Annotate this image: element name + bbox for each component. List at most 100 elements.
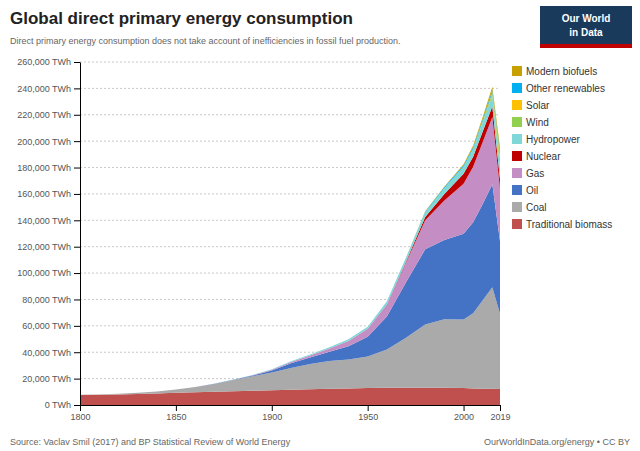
y-tick-mark: [74, 88, 80, 89]
legend-item: Modern biofuels: [512, 66, 597, 77]
grid-line: [80, 141, 500, 142]
source: Source: Vaclav Smil (2017) and BP Statis…: [10, 437, 291, 447]
legend-swatch: [512, 219, 522, 229]
area: [80, 92, 500, 395]
legend-swatch: [512, 202, 522, 212]
subtitle: Direct primary energy consumption does n…: [10, 36, 401, 46]
legend-swatch: [512, 151, 522, 161]
x-tick-label: 1950: [358, 412, 378, 422]
logo-text: in Data: [569, 27, 603, 38]
legend-label: Gas: [526, 168, 544, 179]
y-tick-mark: [74, 299, 80, 300]
y-tick-label: 260,000 TWh: [17, 57, 71, 67]
legend-item: Wind: [512, 117, 549, 128]
grid-line: [80, 167, 500, 168]
y-tick: 100,000 TWh: [17, 268, 80, 278]
x-tick: 1800: [70, 405, 90, 422]
y-tick: 180,000 TWh: [17, 163, 80, 173]
x-axis-line: [81, 405, 501, 406]
area: [80, 388, 500, 405]
x-tick-label: 1800: [70, 412, 90, 422]
y-tick-label: 40,000 TWh: [22, 348, 71, 358]
x-tick: 1850: [166, 405, 186, 422]
legend-label: Traditional biomass: [526, 219, 612, 230]
legend-item: Hydropower: [512, 134, 581, 145]
y-tick-label: 60,000 TWh: [22, 321, 71, 331]
legend-label: Oil: [526, 185, 538, 196]
legend-item: Nuclear: [512, 151, 561, 162]
y-tick-label: 100,000 TWh: [17, 268, 71, 278]
y-tick-mark: [74, 247, 80, 248]
x-tick-label: 1900: [262, 412, 282, 422]
y-tick: 20,000 TWh: [22, 374, 80, 384]
y-tick-label: 200,000 TWh: [17, 137, 71, 147]
grid-line: [80, 193, 500, 194]
y-tick-label: 120,000 TWh: [17, 242, 71, 252]
area: [80, 117, 500, 395]
legend-swatch: [512, 168, 522, 178]
y-tick-mark: [74, 405, 80, 406]
title: Global direct primary energy consumption: [10, 9, 353, 28]
y-tick-label: 20,000 TWh: [22, 374, 71, 384]
grid: [80, 62, 500, 405]
legend-item: Oil: [512, 185, 538, 196]
y-tick-mark: [74, 62, 80, 63]
legend-label: Other renewables: [526, 83, 605, 94]
area: [80, 93, 500, 395]
legend-swatch: [512, 83, 522, 93]
y-tick-label: 80,000 TWh: [22, 295, 71, 305]
legend-item: Gas: [512, 168, 544, 179]
x-tick-mark: [500, 405, 501, 411]
y-tick-label: 140,000 TWh: [17, 216, 71, 226]
logo-box: [540, 6, 632, 48]
x-tick-label: 2000: [454, 412, 474, 422]
y-tick: 120,000 TWh: [17, 242, 80, 252]
legend-label: Coal: [526, 202, 547, 213]
legend-swatch: [512, 117, 522, 127]
legend-label: Modern biofuels: [526, 66, 597, 77]
grid-line: [80, 88, 500, 89]
grid-line: [80, 62, 500, 63]
y-axis-line: [80, 63, 81, 406]
y-tick-mark: [74, 352, 80, 353]
y-tick: 140,000 TWh: [17, 216, 80, 226]
legend-swatch: [512, 185, 522, 195]
y-tick: 240,000 TWh: [17, 84, 80, 94]
y-tick-mark: [74, 168, 80, 169]
areas: [80, 87, 500, 405]
legend-label: Solar: [526, 100, 550, 111]
x-tick-mark: [80, 405, 81, 411]
y-tick-label: 240,000 TWh: [17, 84, 71, 94]
logo-text: Our World: [562, 13, 611, 24]
legend-label: Hydropower: [526, 134, 581, 145]
y-tick: 220,000 TWh: [17, 110, 80, 120]
area: [80, 87, 500, 395]
y-tick-label: 220,000 TWh: [17, 110, 71, 120]
area: [80, 96, 500, 395]
y-tick-label: 180,000 TWh: [17, 163, 71, 173]
x-tick-mark: [464, 405, 465, 411]
legend-label: Nuclear: [526, 151, 561, 162]
plot: 0 TWh 20,000 TWh 40,000 TWh 60,000 TWh 80,00…: [17, 57, 510, 422]
y-tick-mark: [74, 273, 80, 274]
x-tick: 2019: [490, 405, 510, 422]
legend-swatch: [512, 66, 522, 76]
logo: Our World in Data: [540, 6, 632, 48]
y-tick-mark: [74, 326, 80, 327]
x-tick: 1950: [358, 405, 378, 422]
grid-line: [80, 114, 500, 115]
x-tick-label: 2019: [490, 412, 510, 422]
legend-item: Coal: [512, 202, 547, 213]
y-tick-mark: [74, 115, 80, 116]
legend-swatch: [512, 100, 522, 110]
y-tick-mark: [74, 141, 80, 142]
logo-bar: [540, 44, 632, 48]
y-tick-mark: [74, 194, 80, 195]
legend: Modern biofuels Other renewables Solar Wind…: [512, 66, 612, 230]
y-tick-label: 0 TWh: [45, 400, 71, 410]
legend-item: Other renewables: [512, 83, 605, 94]
y-tick: 60,000 TWh: [22, 321, 80, 331]
y-tick-label: 160,000 TWh: [17, 189, 71, 199]
y-tick: 260,000 TWh: [17, 57, 80, 67]
x-tick: 1900: [262, 405, 282, 422]
